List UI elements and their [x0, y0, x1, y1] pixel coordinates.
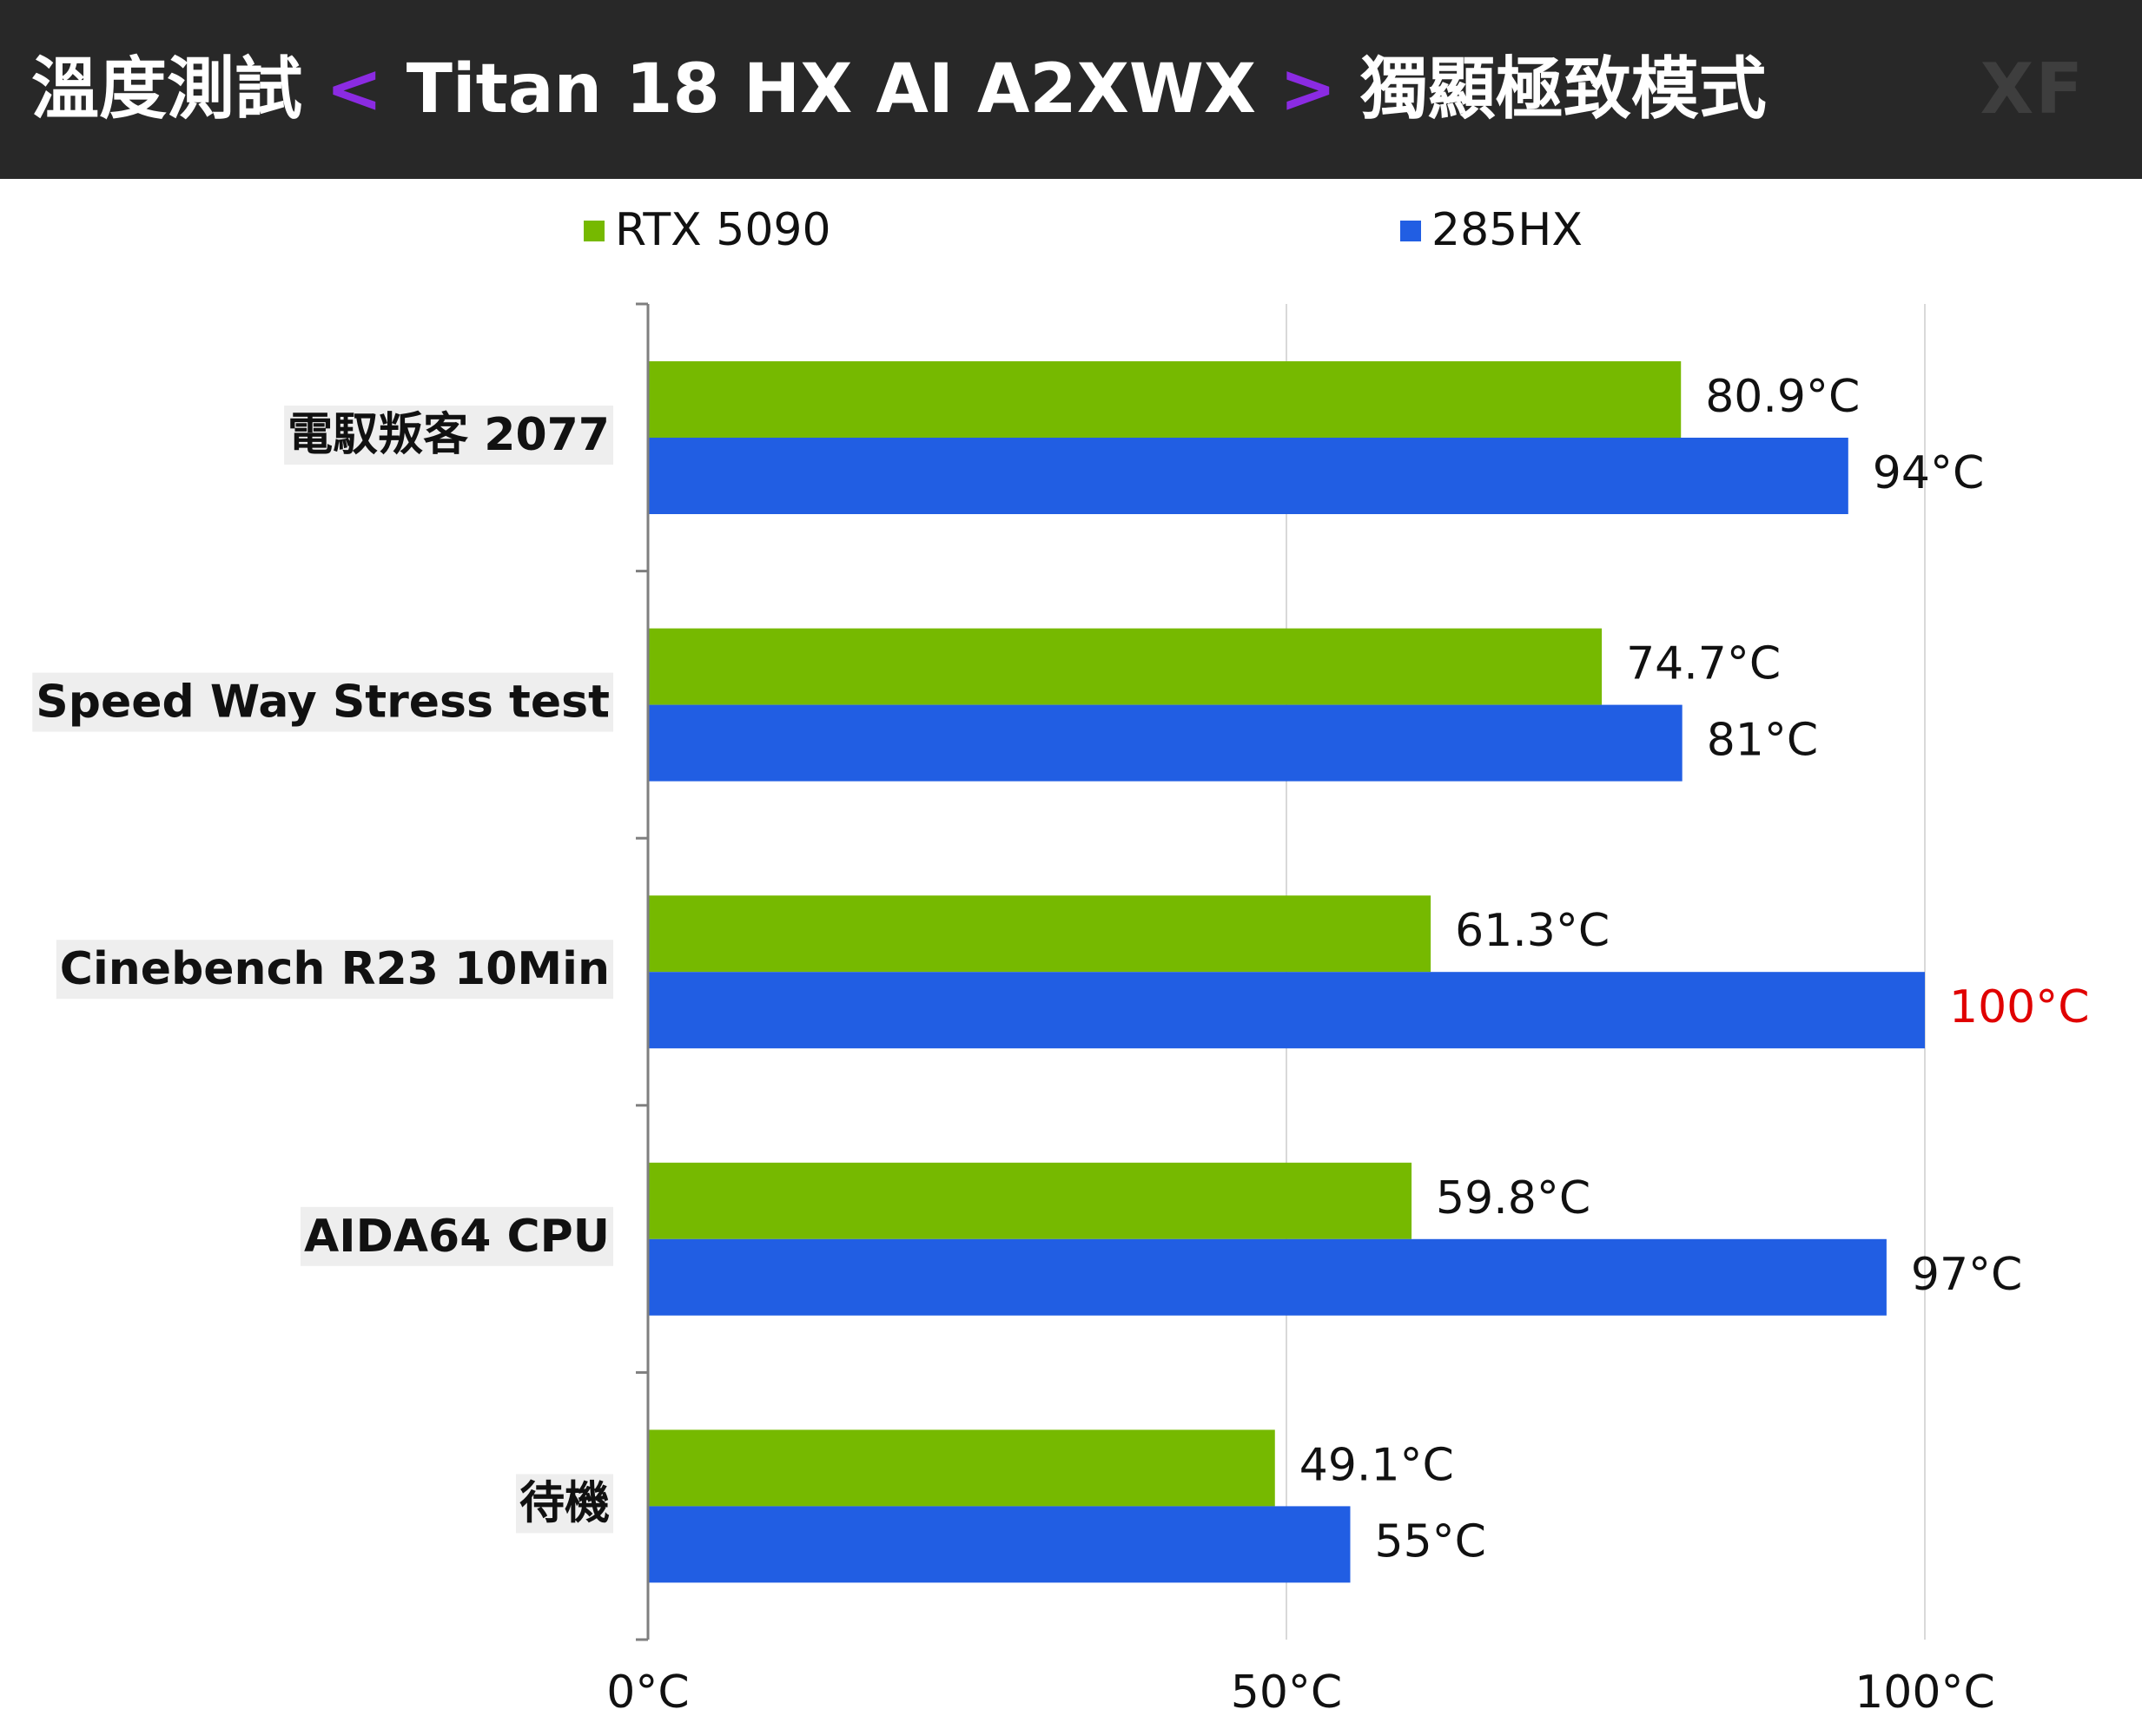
bar	[648, 438, 1848, 514]
bar	[648, 361, 1682, 438]
legend-swatch	[584, 221, 605, 241]
category-label-bg	[301, 1206, 613, 1266]
data-label: 74.7°C	[1626, 638, 1781, 690]
category-label-bg	[515, 1474, 613, 1534]
title-bracket-close: >	[1279, 50, 1337, 129]
data-label: 55°C	[1375, 1515, 1486, 1568]
bar	[648, 1238, 1887, 1316]
data-label: 61.3°C	[1455, 905, 1610, 957]
bar	[648, 628, 1603, 705]
category-label: 待機	[519, 1477, 610, 1529]
category-label: Speed Way Stress test	[36, 677, 610, 729]
data-label: 59.8°C	[1436, 1172, 1590, 1224]
bar	[648, 1429, 1275, 1507]
data-label: 81°C	[1707, 715, 1818, 767]
category-label: 電馭叛客 2077	[288, 409, 610, 461]
bar	[648, 704, 1683, 782]
data-label: 100°C	[1949, 981, 2090, 1033]
bar-chart: RTX 5090 285HX 80.9°C94°C 電馭叛客 2077 74.7°C 81…	[32, 204, 2090, 1719]
bar	[648, 895, 1431, 973]
title-prefix: 溫度測試	[31, 50, 303, 129]
x-tick-label: 100°C	[1854, 1667, 1995, 1719]
category-label: Cinebench R23 10Min	[60, 943, 610, 995]
legend-swatch	[1400, 221, 1421, 241]
chart-header: 溫度測試 < Titan 18 HX AI A2XWX > 獨顯極致模式 XF	[0, 0, 2142, 179]
data-label: 97°C	[1911, 1249, 2022, 1301]
category-label-bg	[284, 406, 613, 465]
data-label: 49.1°C	[1299, 1439, 1454, 1491]
title-bracket-open: <	[326, 50, 383, 129]
legend-label: RTX 5090	[615, 204, 831, 256]
chart-title: 溫度測試 < Titan 18 HX AI A2XWX > 獨顯極致模式	[31, 0, 1767, 179]
bar	[648, 1506, 1351, 1583]
category-label-bg	[32, 672, 613, 732]
x-tick-label: 0°C	[606, 1667, 689, 1719]
x-tick-label: 50°C	[1231, 1667, 1342, 1719]
bar	[648, 972, 1925, 1049]
legend-label: 285HX	[1431, 204, 1583, 256]
title-model: Titan 18 HX AI A2XWX	[406, 50, 1257, 129]
data-label: 80.9°C	[1705, 371, 1860, 423]
bar	[648, 1162, 1412, 1239]
category-label-bg	[56, 940, 613, 1000]
title-suffix: 獨顯極致模式	[1359, 50, 1767, 129]
category-label: AIDA64 CPU	[304, 1211, 610, 1263]
data-label: 94°C	[1873, 447, 1984, 499]
watermark-logo: XF	[1980, 49, 2085, 129]
